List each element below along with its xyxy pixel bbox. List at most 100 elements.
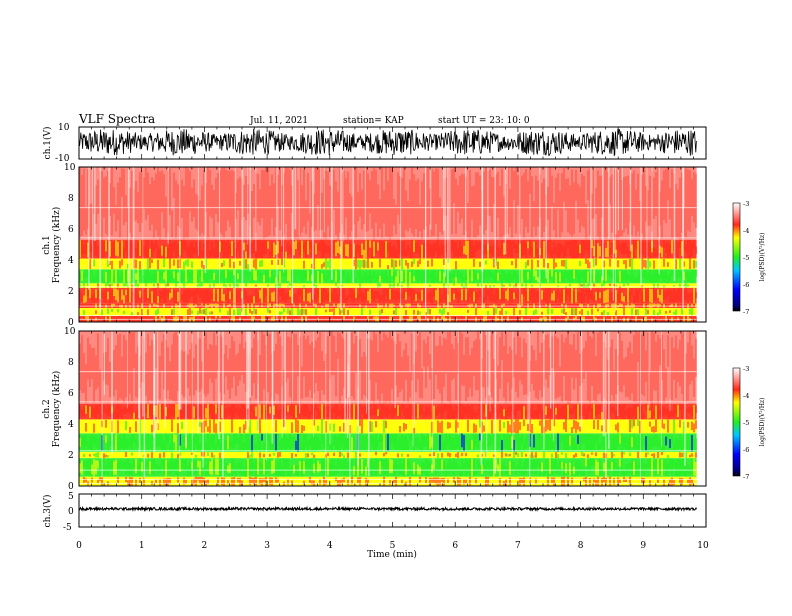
spectral-streak — [677, 288, 679, 302]
spectral-streak — [463, 406, 465, 419]
spectral-streak — [253, 462, 255, 472]
spectral-gap — [673, 167, 676, 282]
spectral-streak — [489, 410, 491, 419]
spectral-streak — [589, 478, 591, 486]
spectral-streak — [181, 459, 183, 468]
spectral-streak — [245, 283, 247, 287]
spectral-streak — [213, 454, 215, 458]
spectral-streak — [141, 294, 143, 304]
spectral-streak — [111, 167, 113, 236]
spectral-streak — [469, 258, 471, 267]
ch1-freq-tick-0: 0 — [68, 318, 74, 328]
spectral-streak — [477, 434, 479, 450]
spectral-streak — [589, 454, 591, 458]
spectral-streak — [417, 453, 419, 457]
spectral-streak — [99, 433, 101, 449]
spectral-streak — [429, 308, 431, 315]
spectral-streak — [233, 242, 235, 258]
spectral-streak — [339, 452, 341, 458]
spectral-streak — [619, 303, 621, 307]
spectral-streak — [367, 410, 369, 418]
spectral-streak — [513, 240, 515, 249]
spectral-streak — [283, 283, 285, 288]
ch1-ylabel: ch.1(V) — [42, 127, 53, 160]
spectral-streak — [627, 283, 629, 286]
spectral-streak — [157, 477, 159, 486]
spectral-streak — [229, 308, 231, 316]
spectral-streak — [303, 260, 305, 269]
spectral-streak — [155, 454, 157, 458]
spectral-streak — [103, 317, 105, 321]
spectral-streak — [463, 426, 465, 433]
spectral-streak — [293, 477, 295, 485]
spectral-streak — [293, 269, 295, 283]
spectral-streak — [659, 284, 661, 287]
spectral-streak — [239, 240, 241, 258]
spectral-streak — [615, 410, 617, 419]
spectral-streak — [385, 269, 387, 283]
spectral-streak — [363, 436, 365, 450]
spectral-streak — [391, 247, 393, 258]
spectral-streak — [377, 409, 379, 416]
spectral-streak — [271, 477, 273, 486]
spectral-streak — [177, 284, 179, 288]
spectral-streak — [99, 451, 101, 458]
spectral-streak — [361, 316, 363, 321]
spectral-streak — [397, 477, 399, 486]
spectral-streak — [365, 240, 367, 258]
spectral-streak — [631, 288, 633, 296]
spectral-streak — [599, 246, 601, 257]
spectral-streak — [497, 365, 499, 403]
spectral-streak — [327, 452, 329, 457]
spectral-streak — [367, 439, 369, 446]
spectral-streak — [527, 241, 529, 249]
spectral-streak — [651, 458, 653, 477]
spectral-streak — [633, 318, 635, 322]
spectral-streak — [445, 263, 447, 268]
spectral-streak — [599, 309, 601, 316]
spectral-streak — [563, 435, 565, 451]
spectral-streak — [483, 435, 485, 452]
spectral-streak — [135, 309, 137, 314]
spectral-streak — [373, 168, 375, 240]
spectral-streak — [551, 293, 553, 301]
spectral-streak — [661, 452, 663, 456]
spectral-streak — [103, 440, 105, 450]
spectral-streak — [351, 332, 353, 396]
spectral-streak — [473, 459, 475, 476]
spectral-streak — [587, 433, 589, 452]
spectral-streak — [151, 452, 153, 458]
spectral-streak — [479, 283, 481, 286]
spectral-streak — [79, 454, 81, 458]
spectral-streak — [671, 452, 673, 458]
spectral-gap — [646, 167, 648, 270]
spectral-streak — [679, 459, 681, 477]
spectral-streak — [169, 404, 171, 418]
spectral-streak — [479, 175, 481, 226]
spectral-streak — [231, 440, 233, 449]
spectral-streak — [653, 270, 655, 282]
spectral-streak — [487, 303, 489, 307]
spectral-streak — [451, 262, 453, 269]
spectral-streak — [521, 241, 523, 257]
spectral-streak — [479, 403, 481, 420]
spectral-gap — [447, 167, 449, 313]
spectral-streak — [365, 316, 367, 321]
spectral-streak — [115, 406, 117, 419]
spectral-streak — [199, 289, 201, 298]
spectral-streak — [423, 316, 425, 320]
spectral-streak — [97, 460, 99, 469]
spectral-streak — [403, 404, 405, 416]
spectral-streak — [469, 285, 471, 288]
spectral-streak — [163, 409, 165, 417]
spectral-streak — [215, 423, 217, 434]
spectral-streak — [243, 348, 245, 384]
spectral-streak — [623, 403, 625, 420]
spectral-streak — [503, 303, 505, 306]
spectral-gap — [283, 167, 285, 273]
spectral-streak — [267, 284, 269, 287]
spectral-streak — [589, 283, 591, 286]
spectral-streak — [93, 423, 95, 433]
spectral-streak — [235, 289, 237, 304]
spectral-streak — [199, 200, 201, 236]
